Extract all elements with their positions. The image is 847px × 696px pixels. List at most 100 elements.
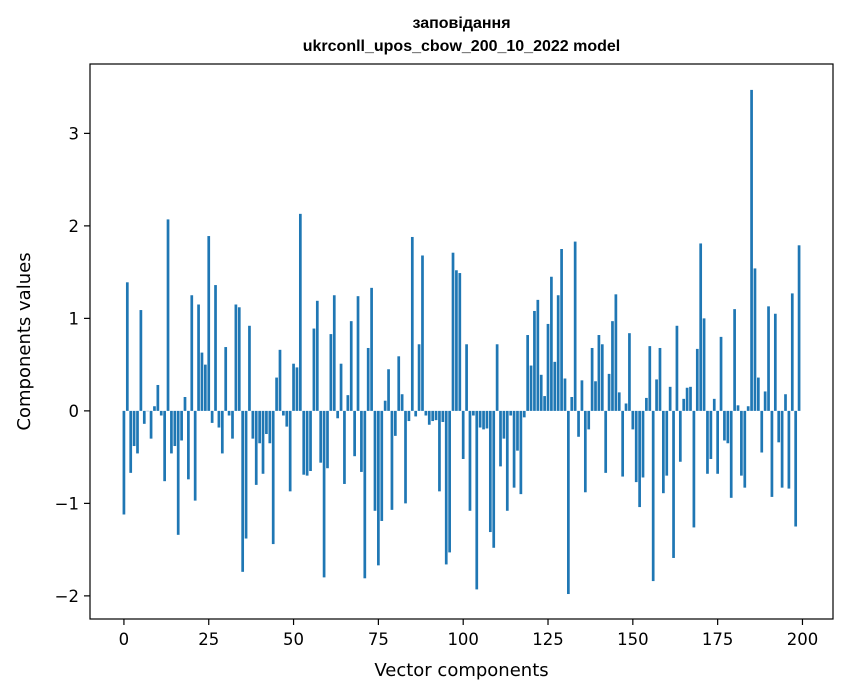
bar-24 <box>203 364 207 411</box>
bar-2 <box>129 410 133 473</box>
bar-18 <box>183 397 187 411</box>
bar-91 <box>431 410 435 422</box>
bar-80 <box>393 410 397 436</box>
bar-98 <box>455 270 458 411</box>
bar-180 <box>733 309 736 411</box>
bar-119 <box>526 335 530 411</box>
bar-133 <box>573 241 577 411</box>
bar-102 <box>468 410 472 511</box>
bar-48 <box>285 410 289 427</box>
bar-90 <box>427 410 431 425</box>
bar-143 <box>607 373 611 411</box>
bar-111 <box>499 410 502 467</box>
bar-173 <box>709 410 713 459</box>
bar-11 <box>159 410 163 416</box>
bar-166 <box>685 387 689 411</box>
bar-147 <box>621 410 625 477</box>
bar-13 <box>166 219 170 411</box>
bar-46 <box>278 349 282 411</box>
bar-151 <box>634 410 638 483</box>
bar-155 <box>648 346 652 411</box>
bar-136 <box>583 410 587 493</box>
chart-subtitle: ukrconll_upos_cbow_200_10_2022 model <box>303 38 620 55</box>
bar-117 <box>519 410 523 495</box>
bar-45 <box>275 377 278 411</box>
bar-47 <box>282 410 285 416</box>
bar-179 <box>729 410 733 498</box>
bar-146 <box>617 392 621 411</box>
bar-88 <box>421 255 424 411</box>
bar-171 <box>702 318 706 411</box>
x-tick-label: 200 <box>787 630 819 649</box>
bar-82 <box>400 394 404 411</box>
bar-140 <box>597 335 601 411</box>
bar-40 <box>258 410 261 444</box>
bar-194 <box>780 410 784 488</box>
x-tick-label: 175 <box>702 630 734 649</box>
bar-104 <box>475 410 479 590</box>
bar-189 <box>763 391 767 411</box>
bar-197 <box>790 293 794 411</box>
bar-138 <box>590 347 594 411</box>
bar-81 <box>397 356 401 411</box>
bar-186 <box>753 268 757 411</box>
bar-56 <box>312 328 316 411</box>
bar-20 <box>190 295 194 411</box>
bar-67 <box>349 321 353 411</box>
bar-109 <box>492 410 496 548</box>
bar-6 <box>142 410 146 424</box>
bar-142 <box>604 410 608 473</box>
bar-99 <box>458 273 462 411</box>
bar-78 <box>387 369 390 411</box>
x-axis-label: Vector components <box>374 660 548 681</box>
bar-115 <box>512 410 516 488</box>
bar-101 <box>465 344 468 411</box>
bar-74 <box>373 410 377 511</box>
bar-153 <box>641 410 645 478</box>
bar-25 <box>207 236 211 411</box>
bar-118 <box>522 410 526 418</box>
bar-137 <box>587 410 591 430</box>
y-tick-label: 2 <box>69 217 80 236</box>
bar-116 <box>516 410 519 451</box>
bar-94 <box>441 410 445 422</box>
bar-87 <box>417 344 421 411</box>
bar-126 <box>550 276 553 411</box>
bar-68 <box>353 410 356 457</box>
bar-51 <box>295 367 299 411</box>
y-axis: −2 −1 0 1 2 3 <box>55 124 90 606</box>
bar-114 <box>509 410 513 416</box>
bar-65 <box>343 410 346 484</box>
bar-61 <box>329 334 333 411</box>
bar-182 <box>740 410 743 476</box>
bar-124 <box>543 396 546 411</box>
bar-168 <box>692 410 696 528</box>
bar-27 <box>214 285 217 411</box>
bar-5 <box>139 310 143 411</box>
bar-62 <box>332 295 336 411</box>
bar-148 <box>624 403 628 411</box>
x-axis: 0 25 50 75 100 125 150 175 200 <box>119 619 819 649</box>
bar-10 <box>156 384 160 411</box>
bar-165 <box>682 398 686 411</box>
y-tick-label: −2 <box>55 587 79 606</box>
plot-frame <box>89 63 834 620</box>
bar-30 <box>224 347 228 411</box>
bar-41 <box>261 410 265 474</box>
bar-152 <box>638 410 641 508</box>
bar-170 <box>699 243 703 411</box>
bar-130 <box>563 378 567 411</box>
bar-192 <box>773 313 777 411</box>
bar-14 <box>170 410 173 454</box>
bar-57 <box>315 300 319 411</box>
bar-73 <box>370 287 373 411</box>
y-tick-label: 0 <box>69 402 80 421</box>
bar-129 <box>560 249 563 411</box>
bar-167 <box>689 386 692 411</box>
bar-105 <box>478 410 482 428</box>
bar-32 <box>231 410 234 439</box>
bar-49 <box>288 410 292 492</box>
bar-21 <box>193 410 197 501</box>
bar-60 <box>326 410 329 469</box>
bar-156 <box>651 410 655 582</box>
